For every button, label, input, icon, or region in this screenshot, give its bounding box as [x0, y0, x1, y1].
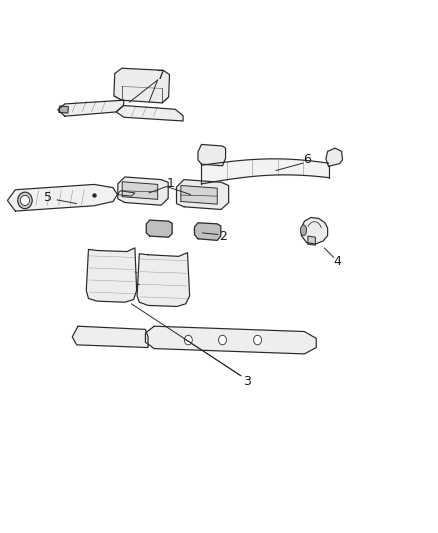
Text: 5: 5: [44, 191, 52, 204]
Ellipse shape: [300, 225, 307, 236]
Circle shape: [254, 335, 261, 345]
Polygon shape: [59, 106, 68, 113]
Polygon shape: [116, 106, 183, 121]
Circle shape: [184, 335, 192, 345]
Polygon shape: [146, 220, 172, 237]
Polygon shape: [194, 223, 221, 240]
Polygon shape: [122, 182, 158, 199]
Polygon shape: [72, 326, 148, 348]
Ellipse shape: [18, 192, 32, 209]
Polygon shape: [145, 326, 316, 354]
Polygon shape: [308, 236, 315, 245]
Text: 3: 3: [244, 375, 251, 387]
Text: 2: 2: [219, 230, 227, 243]
Text: 6: 6: [303, 154, 311, 166]
Polygon shape: [86, 248, 137, 302]
Polygon shape: [198, 144, 226, 166]
Ellipse shape: [20, 196, 30, 205]
Polygon shape: [326, 148, 343, 166]
Polygon shape: [177, 180, 229, 209]
Polygon shape: [181, 185, 217, 204]
Text: 4: 4: [333, 255, 341, 268]
Polygon shape: [58, 100, 124, 116]
Text: 7: 7: [157, 69, 165, 82]
Polygon shape: [118, 177, 168, 205]
Polygon shape: [114, 68, 170, 103]
Circle shape: [219, 335, 226, 345]
Polygon shape: [7, 184, 117, 211]
Text: 1: 1: [167, 177, 175, 190]
Polygon shape: [137, 253, 190, 306]
Polygon shape: [301, 217, 328, 244]
